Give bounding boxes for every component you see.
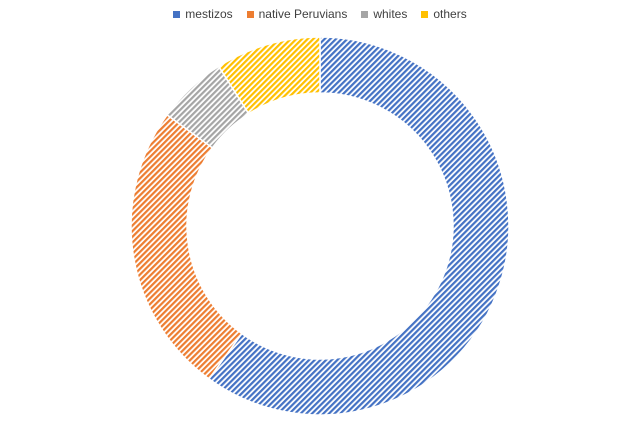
legend: mestizos native Peruvians whites others [0,7,640,21]
legend-item-whites: whites [361,7,407,21]
legend-swatch [361,10,369,18]
legend-label: native Peruvians [258,7,348,21]
slice-native-peruvians [130,113,243,380]
legend-item-native-peruvians: native Peruvians [246,7,348,21]
legend-swatch [173,10,181,18]
legend-item-others: others [421,7,467,21]
legend-item-mestizos: mestizos [173,7,233,21]
legend-label: whites [373,7,408,21]
legend-swatch [421,10,429,18]
legend-label: mestizos [185,7,233,21]
slice-others [217,36,321,115]
legend-label: others [433,7,467,21]
slice-mestizos [207,36,510,416]
legend-swatch [246,10,254,18]
